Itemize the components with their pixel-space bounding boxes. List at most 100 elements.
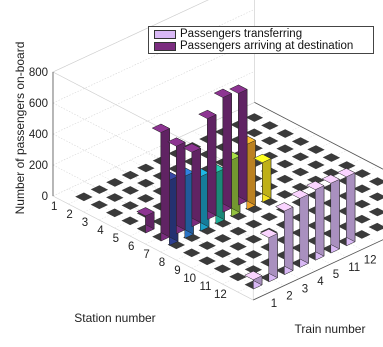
empty-cell-tile [213, 264, 232, 274]
bar-onboard-train-12 [253, 153, 272, 203]
empty-cell-tile [307, 175, 325, 185]
legend-swatch-arriving [154, 41, 176, 51]
bar-face-side [346, 167, 356, 243]
legend: Passengers transferring Passengers arriv… [148, 26, 374, 54]
empty-cell-tile [244, 265, 263, 274]
station-tick-label: 7 [143, 249, 149, 261]
bar-face-top [290, 189, 310, 199]
empty-cell-tile [307, 145, 325, 154]
station-tick-label: 3 [82, 217, 88, 229]
empty-cell-tile [276, 144, 294, 154]
empty-cell-tile [121, 170, 140, 180]
bar-face-top [306, 180, 325, 190]
empty-cell-tile [353, 199, 371, 209]
empty-cell-tile [322, 153, 341, 162]
floor-gridline [52, 102, 255, 197]
bar-arriving-train-2 [167, 137, 186, 235]
bar-arriving-train-1 [151, 123, 171, 242]
bar-face-side [191, 143, 201, 224]
empty-cell-tile [368, 177, 383, 186]
bar-face-side [160, 123, 170, 238]
z-tick-label: 200 [29, 160, 48, 172]
empty-cell-tile [229, 226, 247, 236]
empty-cell-tile [276, 129, 294, 138]
bar-transferring-train-1 [244, 270, 263, 290]
empty-cell-tile [137, 194, 155, 203]
empty-cell-tile [121, 216, 139, 226]
empty-cell-tile [260, 151, 279, 161]
empty-cell-tile [90, 200, 108, 210]
station-tick-label: 2 [66, 209, 72, 221]
empty-cell-tile [229, 272, 247, 282]
empty-cell-tile [214, 234, 232, 243]
empty-cell-tile [353, 214, 371, 224]
station-tick-label: 4 [97, 225, 104, 237]
empty-cell-tile [137, 178, 155, 188]
x-axis-line [253, 239, 383, 301]
bar-face-side [176, 137, 186, 231]
bar-face-top [259, 228, 279, 238]
bar-face-top [198, 109, 217, 119]
empty-cell-tile [90, 185, 109, 194]
bar-transferring-train-12 [337, 167, 356, 247]
legend-item-arriving: Passengers arriving at destination [154, 40, 353, 52]
station-tick-label: 10 [183, 273, 196, 285]
x-axis-label: Train number [295, 322, 366, 336]
empty-cell-tile [121, 201, 139, 210]
bar-face-side [315, 180, 325, 257]
empty-cell-tile [291, 167, 310, 177]
empty-cell-tile [245, 113, 264, 122]
bar-face-side [238, 84, 248, 202]
empty-cell-tile [121, 186, 139, 195]
legend-swatch-transferring [154, 29, 176, 39]
empty-cell-tile [137, 163, 155, 173]
bar-face-top [337, 168, 356, 178]
legend-label-arriving: Passengers arriving at destination [180, 40, 354, 52]
empty-cell-tile [322, 168, 340, 178]
station-tick-label: 1 [51, 201, 57, 213]
bar-face-side [299, 189, 309, 264]
train-tick-label: 11 [348, 262, 360, 274]
empty-cell-tile [261, 136, 279, 146]
bar-arriving-train-4 [198, 109, 217, 220]
bar-transferring-train-11 [321, 174, 341, 254]
empty-cell-tile [368, 192, 383, 202]
station-tick-label: 6 [128, 241, 134, 253]
empty-cell-tile [291, 152, 310, 162]
empty-cell-tile [276, 159, 294, 169]
empty-cell-tile [229, 257, 247, 266]
empty-cell-tile [106, 193, 124, 202]
bar-face-top [229, 84, 248, 94]
z-gridline [52, 0, 209, 73]
y-axis-line [254, 102, 383, 170]
empty-cell-tile [353, 169, 371, 178]
empty-cell-tile [198, 256, 216, 266]
y-axis-label: Station number [74, 311, 155, 325]
empty-cell-tile [353, 184, 371, 194]
z-gridline [52, 40, 255, 135]
empty-cell-tile [229, 242, 247, 251]
bar-face-top [321, 174, 341, 184]
empty-cell-tile [245, 219, 263, 229]
bar-transferring-train-3 [275, 202, 294, 276]
bar-face-top [151, 123, 171, 133]
empty-cell-tile [307, 160, 325, 170]
empty-cell-tile [106, 208, 124, 218]
bar-face-top [213, 88, 233, 98]
z-tick-label: 800 [29, 67, 48, 79]
legend-item-transferring: Passengers transferring [154, 28, 302, 40]
train-tick-label: 3 [302, 283, 308, 295]
empty-cell-tile [338, 161, 356, 170]
empty-cell-tile [291, 137, 310, 146]
empty-cell-tile [245, 128, 263, 138]
bar-arriving-train-3 [182, 143, 202, 228]
legend-label-transferring: Passengers transferring [180, 28, 303, 40]
bar-face-top [136, 207, 155, 217]
train-tick-label: 12 [364, 255, 377, 267]
empty-cell-tile [291, 182, 309, 192]
empty-cell-tile [213, 249, 232, 258]
bar-face-top [275, 202, 294, 212]
z-tick-label: 400 [29, 129, 48, 141]
